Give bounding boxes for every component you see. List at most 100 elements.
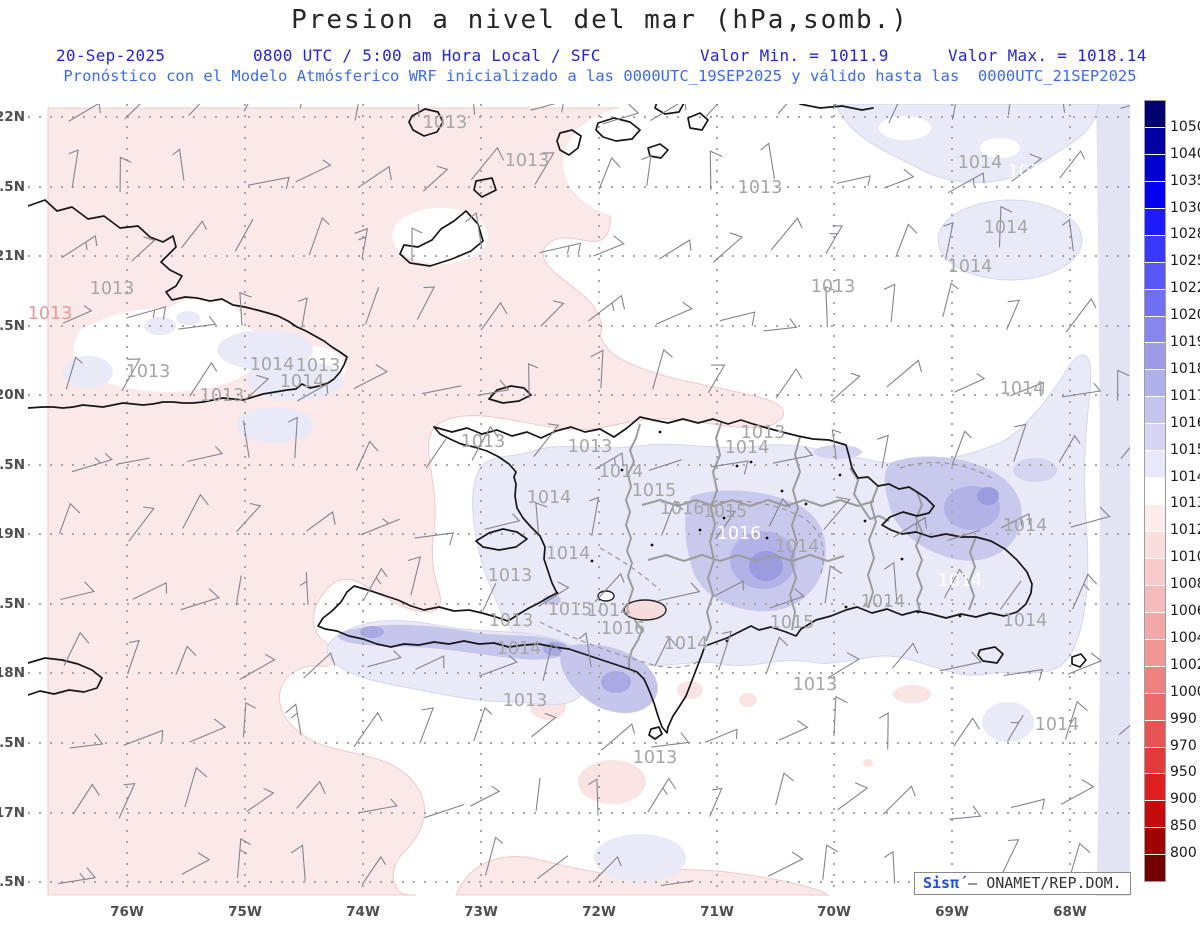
- beata-island: [648, 726, 663, 740]
- wind-barb: [175, 645, 197, 676]
- wind-barb: [236, 502, 262, 533]
- wind-barb: [661, 500, 684, 536]
- wind-barb: [296, 780, 326, 809]
- wind-barb: [877, 434, 889, 469]
- wind-barb: [770, 217, 803, 251]
- islet-small-1: [647, 143, 669, 159]
- wind-barb: [998, 205, 1013, 248]
- wind-barb: [359, 165, 392, 188]
- wind-barb: [598, 156, 621, 190]
- bahamas-islet: [556, 129, 582, 156]
- contour-label: 1013: [489, 611, 534, 631]
- colorbar-segment: [1145, 585, 1165, 613]
- wind-barb: [884, 850, 896, 884]
- wind-barb: [588, 294, 626, 322]
- lon-tick-label: 70W: [817, 904, 851, 920]
- station-dot: [916, 610, 920, 614]
- wind-barb: [465, 212, 483, 249]
- colorbar-tick-label: 1004: [1170, 629, 1200, 646]
- wind-barb: [884, 561, 898, 604]
- lat-tick-label: 21.5N: [0, 179, 25, 195]
- wind-barb: [1006, 299, 1021, 331]
- station-dot: [780, 489, 784, 493]
- station-dot: [749, 460, 753, 464]
- wind-barb: [235, 575, 242, 606]
- lon-tick-label: 68W: [1053, 904, 1087, 920]
- contour-label: 1013: [738, 178, 783, 198]
- contour-label: 1014: [1035, 715, 1080, 735]
- wind-barb: [1059, 150, 1086, 179]
- colorbar-segment: [1145, 639, 1165, 667]
- wind-barb: [822, 844, 839, 880]
- contour-label: 1014: [725, 438, 770, 458]
- contour-label: 1013: [423, 113, 468, 133]
- wind-barb: [299, 104, 302, 109]
- wind-barb: [236, 837, 251, 879]
- station-dot: [658, 430, 662, 434]
- station-dot: [844, 605, 848, 609]
- wind-barb: [285, 703, 302, 736]
- colorbar-tick-label: 1019: [1170, 334, 1200, 351]
- wind-barb: [361, 855, 387, 886]
- colorbar-tick-label: 970: [1170, 737, 1197, 754]
- colorbar-tick-label: 1015: [1170, 441, 1200, 458]
- wind-barb: [71, 452, 113, 473]
- wind-barb: [768, 497, 791, 527]
- wind-barb: [891, 642, 919, 669]
- wind-barb: [362, 567, 388, 601]
- wind-barb: [245, 374, 270, 401]
- wind-barb: [127, 639, 140, 673]
- wind-barb: [297, 383, 329, 402]
- contour-label: 1014: [546, 544, 591, 564]
- wind-barb: [1007, 104, 1011, 116]
- contour-label: 1014: [775, 537, 820, 557]
- wind-barb: [659, 239, 692, 260]
- colorbar-tick-label: 1014: [1170, 468, 1200, 485]
- wind-barb: [578, 632, 592, 668]
- wind-barb: [172, 148, 185, 181]
- wind-barbs: [58, 104, 1130, 887]
- lon-tick-label: 72W: [582, 904, 616, 920]
- wind-barb: [536, 855, 569, 880]
- wind-barb: [830, 372, 861, 402]
- wind-barb: [471, 425, 499, 461]
- contour-label: 1013: [488, 566, 533, 586]
- colorbar-segment: [1145, 370, 1165, 398]
- wind-barb: [528, 363, 539, 399]
- colorbar-segment: [1145, 424, 1165, 452]
- wind-barb: [121, 358, 141, 392]
- wind-barb: [354, 104, 359, 121]
- wind-barb: [1060, 779, 1095, 805]
- caicos-bank: [799, 104, 874, 111]
- wind-barb: [1007, 714, 1024, 742]
- wind-barb: [895, 223, 918, 258]
- contour-label: 1015: [703, 502, 748, 522]
- station-dot: [555, 591, 559, 595]
- station-dot: [838, 473, 842, 477]
- wind-barb: [590, 349, 604, 389]
- wind-barb: [180, 220, 207, 249]
- wind-barb: [408, 556, 422, 596]
- time-label: 0800 UTC / 5:00 am Hora Local / SFC: [253, 46, 601, 65]
- wind-barb: [353, 364, 389, 390]
- colorbar-segment: [1145, 127, 1165, 155]
- wind-barb: [126, 306, 167, 320]
- wind-barb: [58, 867, 97, 885]
- wind-barb: [893, 516, 928, 538]
- wind-barb: [535, 777, 541, 812]
- wind-barb: [308, 217, 330, 256]
- wind-barb: [68, 104, 101, 122]
- wind-barb: [478, 655, 518, 677]
- contour-label: 1014: [527, 488, 572, 508]
- wind-barb: [419, 707, 435, 744]
- value-max-label: Valor Max. = 1018.14: [948, 46, 1147, 65]
- contour-label: 1013: [503, 691, 548, 711]
- admin-borders: [625, 420, 977, 669]
- wind-barb: [1072, 573, 1098, 610]
- wind-barb: [939, 651, 983, 672]
- wind-barb: [246, 787, 275, 812]
- lat-tick-label: 16.5N: [0, 874, 25, 890]
- colorbar-tick-label: 990: [1170, 710, 1197, 727]
- wind-barb: [68, 149, 79, 188]
- wind-barb: [1061, 382, 1102, 398]
